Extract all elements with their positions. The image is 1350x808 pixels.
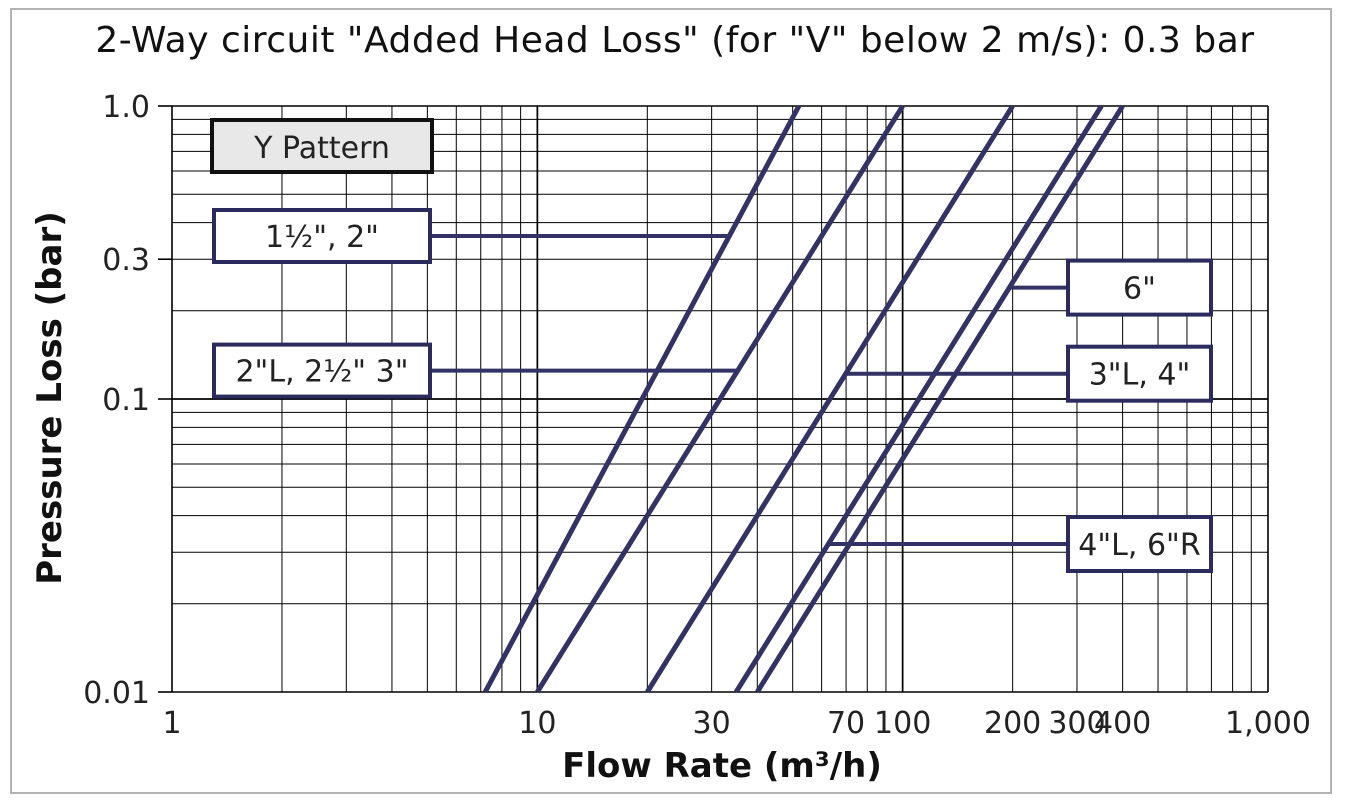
callout-label: 3"L, 4" <box>1089 358 1191 393</box>
series-line <box>733 104 1104 694</box>
series-line <box>755 104 1125 694</box>
series-callouts: 1½", 2" 2"L, 2½" 3" 6" 3"L, 4" 4"L, 6"R <box>212 208 1213 573</box>
callout-box <box>212 342 432 399</box>
series-lines <box>482 104 1125 694</box>
y-tick-label: 1.0 <box>102 90 150 125</box>
x-tick-label: 70 <box>827 706 865 741</box>
series-line <box>645 104 1015 694</box>
x-tick-label: 1 <box>162 706 181 741</box>
x-axis-label: Flow Rate (m³/h) <box>562 746 882 786</box>
x-tick-label: 30 <box>693 706 731 741</box>
x-tick-label: 300 <box>1048 706 1105 741</box>
callout-box <box>1066 258 1213 317</box>
y-tick-label: 0.1 <box>102 383 150 418</box>
x-tick-label: 10 <box>518 706 556 741</box>
x-tick-label: 1,000 <box>1225 706 1311 741</box>
y-tick-label: 0.01 <box>83 676 150 711</box>
pattern-label: Y Pattern <box>210 118 434 174</box>
x-tick-label: 200 <box>984 706 1041 741</box>
chart-title: 2-Way circuit "Added Head Loss" (for "V"… <box>95 20 1255 61</box>
x-tick-label: 100 <box>874 706 931 741</box>
x-tick-label: 400 <box>1094 706 1151 741</box>
callout-label: 6" <box>1123 272 1156 307</box>
callout-label: 4"L, 6"R <box>1078 528 1200 563</box>
callout-box <box>1066 514 1213 573</box>
pattern-label-text: Y Pattern <box>253 131 390 166</box>
y-tick-label: 0.3 <box>102 243 150 278</box>
callout-box <box>1066 344 1213 403</box>
series-line <box>535 104 905 694</box>
callout-label: 2"L, 2½" 3" <box>235 355 408 390</box>
callout-box <box>212 208 432 265</box>
figure-frame <box>10 8 1332 794</box>
callout-label: 1½", 2" <box>265 220 379 255</box>
pattern-label-box <box>210 118 434 174</box>
series-line <box>482 104 802 694</box>
